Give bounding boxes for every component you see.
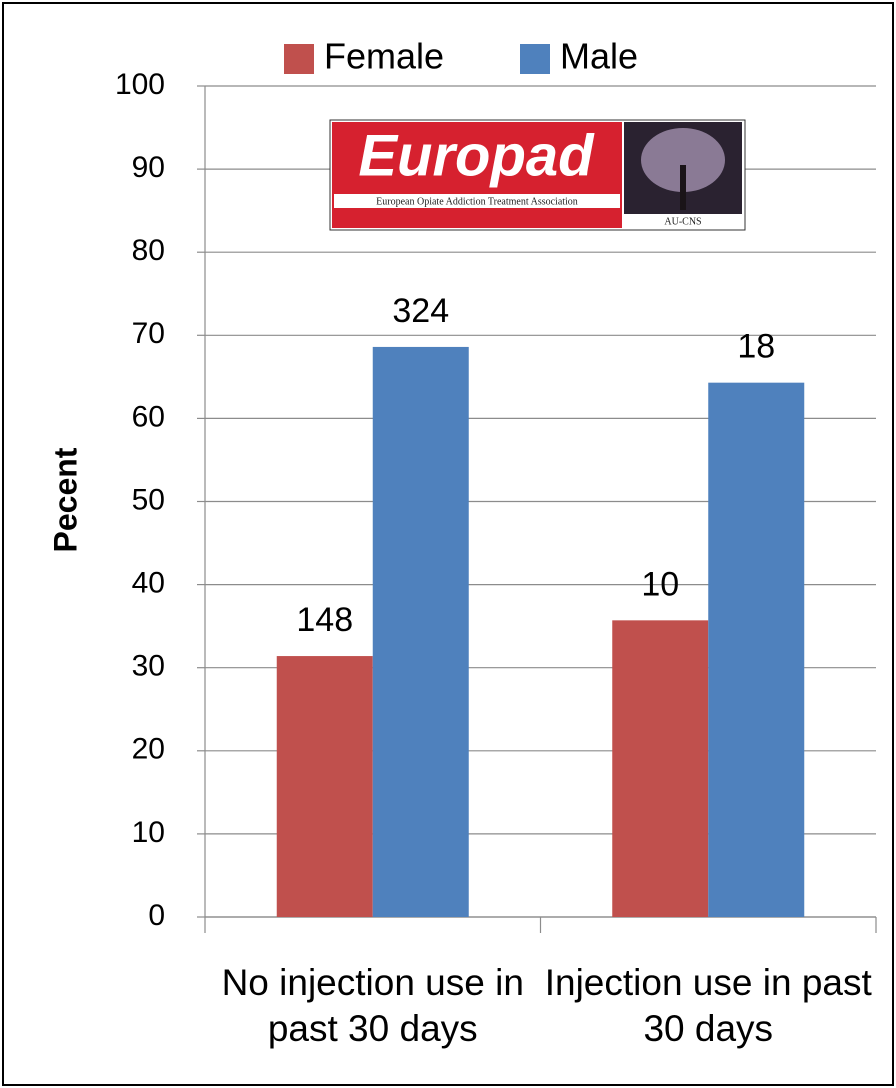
y-tick-label: 30	[132, 650, 165, 683]
logo-red	[332, 122, 622, 228]
x-tick-label: Injection use in past 30 days	[544, 962, 872, 1049]
y-tick-label: 90	[132, 151, 165, 184]
bar	[276, 656, 373, 917]
data-label: 18	[737, 328, 775, 366]
x-tick-label: No injection use in past 30 days	[221, 962, 524, 1049]
bar	[708, 382, 805, 917]
y-tick-label: 100	[115, 68, 165, 101]
y-tick-label: 10	[132, 816, 165, 849]
logo-title: Europad	[358, 123, 595, 188]
data-label: 10	[641, 565, 679, 603]
bar	[372, 346, 469, 918]
y-tick-label: 80	[132, 234, 165, 267]
y-axis-label: Pecent	[47, 447, 83, 552]
data-label: 324	[392, 292, 449, 330]
y-tick-label: 0	[148, 899, 165, 932]
y-tick-label: 70	[132, 317, 165, 350]
y-tick-label: 60	[132, 400, 165, 433]
data-label: 148	[296, 601, 353, 639]
legend-label: Female	[324, 36, 444, 77]
legend-label: Male	[560, 36, 638, 77]
logo-subtitle: European Opiate Addiction Treatment Asso…	[376, 196, 578, 207]
bar	[612, 620, 709, 917]
logo-badge: AU-CNS	[664, 216, 701, 227]
logo-strip	[334, 194, 620, 208]
logo-trunk	[680, 165, 686, 210]
legend-swatch	[520, 44, 550, 74]
logo-tree	[641, 128, 725, 192]
y-tick-label: 50	[132, 483, 165, 516]
y-tick-label: 20	[132, 733, 165, 766]
logo: Europad European Opiate Addiction Treatm…	[329, 119, 746, 231]
y-tick-label: 40	[132, 567, 165, 600]
legend-swatch	[284, 44, 314, 74]
